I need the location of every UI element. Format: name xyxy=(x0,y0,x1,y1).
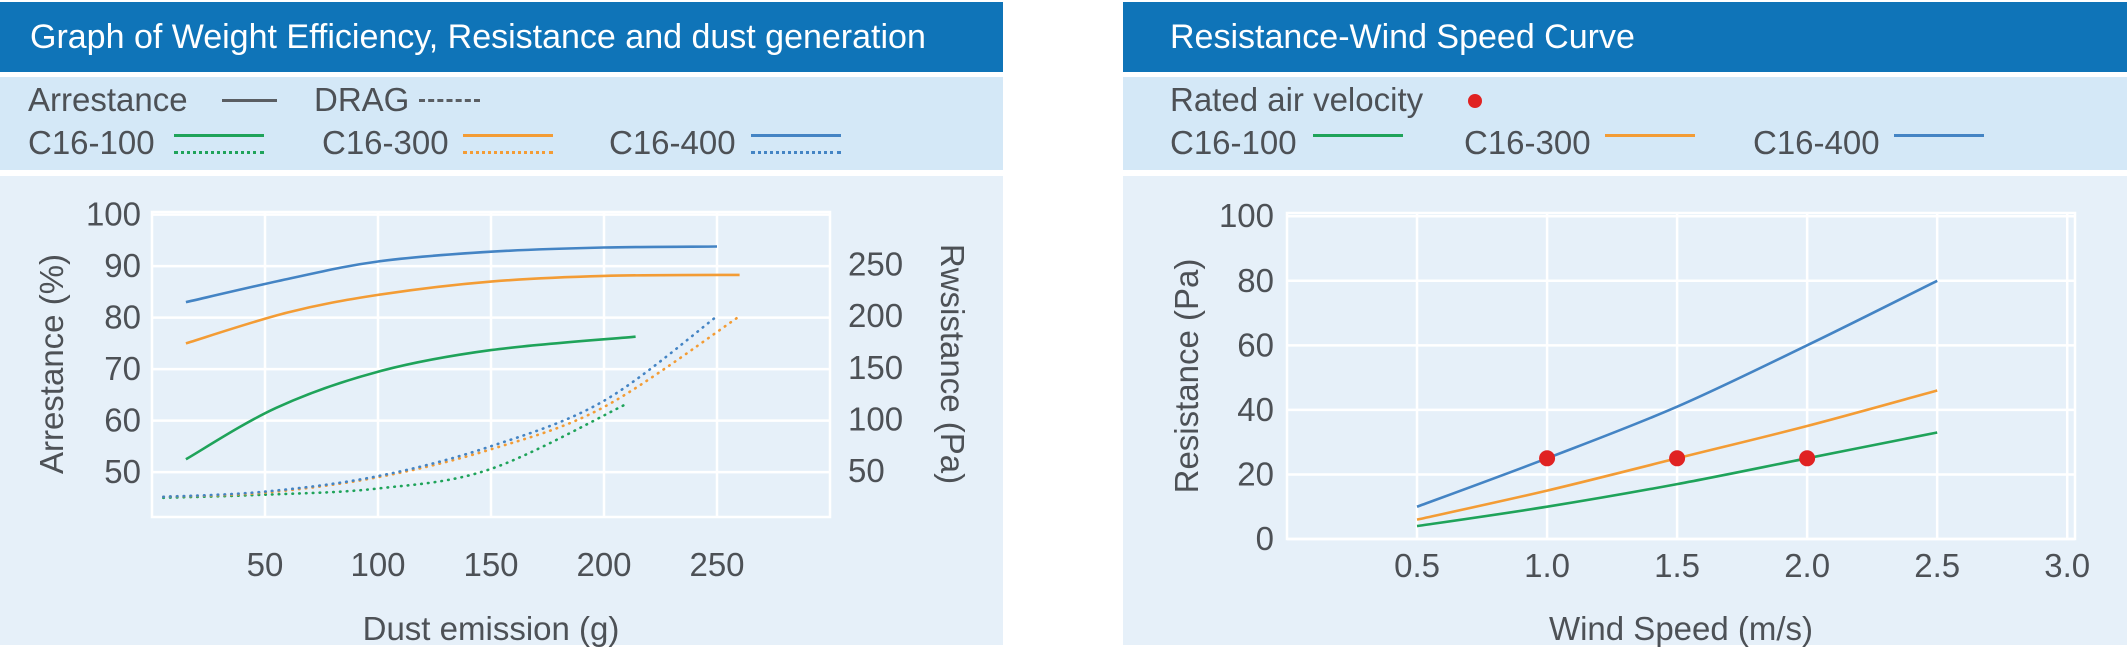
right-chart-title-bar: Resistance-Wind Speed Curve xyxy=(1123,2,2127,72)
right-chart-legend: Rated air velocity C16-100 C16-300 C16-4… xyxy=(1123,77,2127,170)
c16-100-line-swatch xyxy=(1313,134,1403,137)
right-chart-panel: Resistance-Wind Speed Curve Rated air ve… xyxy=(1123,0,2127,654)
legend-label-c16-400: C16-400 xyxy=(1753,124,1880,161)
rated-air-velocity-dot-swatch xyxy=(1468,94,1482,108)
c16-400-dotted-swatch xyxy=(751,151,841,154)
legend-label-c16-300: C16-300 xyxy=(1464,124,1591,161)
legend-label-arrestance: Arrestance xyxy=(28,81,188,118)
left-chart-title: Graph of Weight Efficiency, Resistance a… xyxy=(30,18,926,56)
legend-label-drag: DRAG xyxy=(314,81,410,118)
legend-label-rated-air-velocity: Rated air velocity xyxy=(1170,81,1424,118)
legend-label-c16-100: C16-100 xyxy=(28,124,155,161)
c16-300-dotted-swatch xyxy=(463,151,553,154)
drag-dashed-line-swatch xyxy=(419,99,480,102)
right-chart-title: Resistance-Wind Speed Curve xyxy=(1170,18,1635,56)
legend-label-c16-100: C16-100 xyxy=(1170,124,1297,161)
c16-300-solid-swatch xyxy=(463,134,553,137)
c16-400-solid-swatch xyxy=(751,134,841,137)
c16-100-dotted-swatch xyxy=(174,151,264,154)
legend-label-c16-400: C16-400 xyxy=(609,124,736,161)
right-plot-area xyxy=(1123,176,2127,645)
left-chart-panel: Graph of Weight Efficiency, Resistance a… xyxy=(0,0,1003,654)
left-chart-legend: Arrestance DRAG C16-100 C16-300 C16-400 xyxy=(0,77,1003,170)
left-chart-title-bar: Graph of Weight Efficiency, Resistance a… xyxy=(0,2,1003,72)
c16-400-line-swatch xyxy=(1894,134,1984,137)
c16-300-line-swatch xyxy=(1605,134,1695,137)
arrestance-solid-line-swatch xyxy=(222,99,277,102)
left-plot-area xyxy=(0,176,1003,645)
legend-label-c16-300: C16-300 xyxy=(322,124,449,161)
c16-100-solid-swatch xyxy=(174,134,264,137)
